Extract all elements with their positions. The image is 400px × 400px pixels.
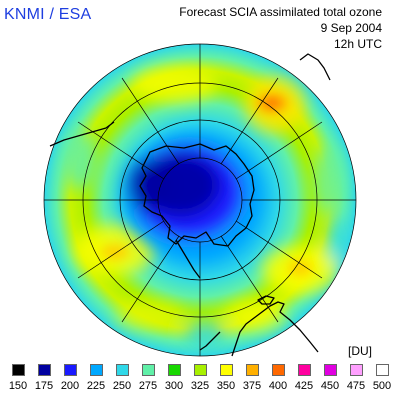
legend-unit-label: [DU] xyxy=(348,344,372,358)
legend-tick-label: 200 xyxy=(60,380,80,392)
coastlines xyxy=(49,53,331,357)
legend-tick-label: 500 xyxy=(372,380,392,392)
color-legend xyxy=(11,364,389,376)
legend-tick-label: 175 xyxy=(34,380,54,392)
legend-tick-label: 250 xyxy=(112,380,132,392)
legend-tick-label: 350 xyxy=(216,380,236,392)
legend-swatch xyxy=(37,364,51,376)
legend-swatch xyxy=(271,364,285,376)
antarctic-peninsula-coast xyxy=(175,239,201,279)
new-zealand-coast xyxy=(199,331,221,351)
antarctica-coast xyxy=(139,143,255,247)
forecast-time: 12h UTC xyxy=(333,37,382,51)
legend-tick-label: 475 xyxy=(346,380,366,392)
australia-coast xyxy=(49,121,115,147)
map-title: Forecast SCIA assimilated total ozone xyxy=(179,5,382,19)
legend-tick-label: 150 xyxy=(8,380,28,392)
legend-tick-label: 425 xyxy=(294,380,314,392)
legend-swatch xyxy=(63,364,77,376)
legend-tick-label: 450 xyxy=(320,380,340,392)
legend-tick-label: 375 xyxy=(242,380,262,392)
legend-swatch xyxy=(375,364,389,376)
graticule xyxy=(43,43,357,357)
legend-swatch xyxy=(11,364,25,376)
legend-swatch xyxy=(193,364,207,376)
legend-tick-label: 325 xyxy=(190,380,210,392)
legend-tick-label: 300 xyxy=(164,380,184,392)
legend-swatch xyxy=(219,364,233,376)
south-america-coast xyxy=(231,301,319,357)
legend-tick-label: 400 xyxy=(268,380,288,392)
legend-swatch xyxy=(141,364,155,376)
legend-swatch xyxy=(167,364,181,376)
legend-tick-labels: 150 175 200 225 250 275 300 325 350 375 400 425 450 4… xyxy=(0,380,400,394)
legend-tick-label: 275 xyxy=(138,380,158,392)
africa-coast xyxy=(299,53,331,81)
organization-label: KNMI / ESA xyxy=(4,6,92,23)
legend-swatch xyxy=(297,364,311,376)
legend-swatch xyxy=(349,364,363,376)
legend-tick-label: 225 xyxy=(86,380,106,392)
legend-swatch xyxy=(245,364,259,376)
legend-swatch xyxy=(89,364,103,376)
tierra-del-fuego-coast xyxy=(257,295,275,305)
forecast-date: 9 Sep 2004 xyxy=(320,21,382,35)
legend-swatch xyxy=(115,364,129,376)
legend-swatch xyxy=(323,364,337,376)
map-title-block: Forecast SCIA assimilated total ozone 9 … xyxy=(179,4,382,52)
